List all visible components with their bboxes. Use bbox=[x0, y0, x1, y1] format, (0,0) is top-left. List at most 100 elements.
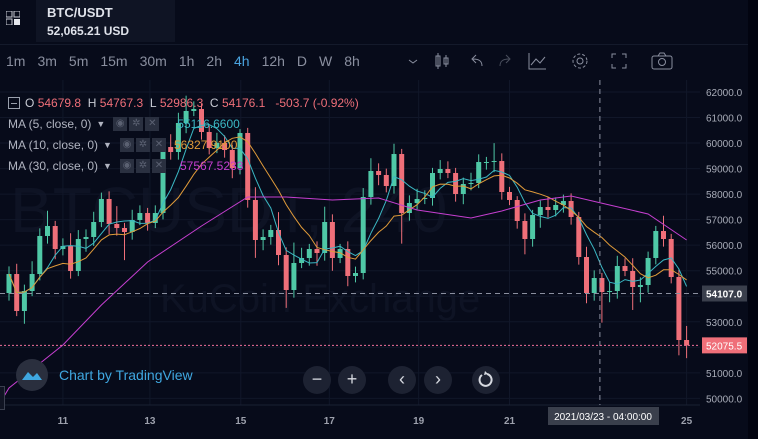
timeframe-D[interactable]: D bbox=[296, 53, 308, 69]
timeframe-3m[interactable]: 3m bbox=[37, 53, 57, 69]
ma-legend-row: MA (10, close, 0) ▼ ◉ ✲ ✕ 56327.9100 bbox=[8, 134, 359, 155]
eye-icon[interactable]: ◉ bbox=[119, 137, 134, 152]
ma-legend-row: MA (30, close, 0) ▼ ◉ ✲ ✕ 57567.5233 bbox=[8, 155, 359, 176]
zoom-out-button[interactable]: − bbox=[303, 366, 331, 394]
timeframe-12h[interactable]: 12h bbox=[261, 53, 285, 69]
collapse-legend-icon[interactable] bbox=[8, 96, 20, 109]
candle-body bbox=[653, 231, 659, 258]
candle-body bbox=[645, 257, 651, 286]
candle-body bbox=[453, 173, 459, 194]
ma-label[interactable]: MA (10, close, 0) bbox=[8, 137, 99, 152]
eye-icon[interactable]: ◉ bbox=[113, 116, 128, 131]
scroll-right-button[interactable]: › bbox=[424, 366, 452, 394]
last-price-box bbox=[702, 337, 747, 354]
candle-body bbox=[206, 132, 212, 149]
change-value: -503.7 (-0.92%) bbox=[275, 95, 359, 110]
scroll-handle[interactable] bbox=[0, 386, 5, 410]
timeframe-5m[interactable]: 5m bbox=[68, 53, 89, 69]
crosshair-time-box bbox=[548, 407, 659, 425]
candle-body bbox=[376, 170, 382, 175]
chevron-down-icon[interactable]: ▼ bbox=[96, 118, 106, 129]
candle-body bbox=[576, 216, 582, 258]
candle-body bbox=[414, 198, 420, 204]
reset-chart-button[interactable] bbox=[472, 366, 500, 394]
candle-body bbox=[684, 339, 690, 346]
price-axis-label: 50000.0 bbox=[706, 394, 743, 405]
ma30-line bbox=[0, 195, 687, 402]
timeframe-2h[interactable]: 2h bbox=[206, 53, 222, 69]
candle-body bbox=[191, 109, 197, 111]
settings-icon[interactable] bbox=[569, 50, 591, 72]
ma10-line bbox=[8, 136, 687, 294]
watermark-exchange: KuCoin Exchange bbox=[160, 277, 480, 321]
chevron-down-icon[interactable] bbox=[402, 50, 424, 72]
undo-icon[interactable] bbox=[467, 50, 489, 72]
time-axis-label: 17 bbox=[324, 416, 336, 427]
candle-body bbox=[68, 245, 74, 271]
indicators-icon[interactable] bbox=[526, 50, 548, 72]
close-icon[interactable]: ✕ bbox=[151, 137, 166, 152]
ma-value: 56327.9100 bbox=[173, 137, 238, 152]
candle-body bbox=[637, 285, 643, 287]
gear-icon[interactable]: ✲ bbox=[135, 137, 150, 152]
candle-body bbox=[299, 257, 305, 263]
price-axis-label: 60000.0 bbox=[706, 139, 743, 150]
ma-value: 57567.5233 bbox=[179, 158, 244, 173]
candle-body bbox=[345, 249, 351, 276]
timeframe-30m[interactable]: 30m bbox=[139, 53, 167, 69]
candle-body bbox=[245, 133, 251, 200]
chevron-down-icon[interactable]: ▼ bbox=[103, 139, 112, 150]
zoom-in-button[interactable]: + bbox=[338, 366, 366, 394]
timeframe-15m[interactable]: 15m bbox=[100, 53, 128, 69]
eye-icon[interactable]: ◉ bbox=[119, 158, 134, 173]
price-axis-label: 56000.0 bbox=[706, 241, 743, 252]
timeframe-8h[interactable]: 8h bbox=[344, 53, 360, 69]
timeframe-4h[interactable]: 4h bbox=[233, 53, 250, 69]
candle-body bbox=[614, 266, 620, 292]
candle-body bbox=[491, 161, 497, 163]
chevron-down-icon[interactable]: ▼ bbox=[103, 160, 112, 171]
low-value: 52986.3 bbox=[159, 95, 204, 110]
close-value: 54176.1 bbox=[221, 95, 266, 110]
close-icon[interactable]: ✕ bbox=[145, 116, 160, 131]
candle-body bbox=[260, 237, 266, 240]
ma-label[interactable]: MA (30, close, 0) bbox=[8, 158, 99, 173]
candle-body bbox=[483, 162, 489, 164]
time-axis-label: 11 bbox=[58, 416, 69, 427]
ma-value: 55116.6600 bbox=[177, 116, 240, 131]
timeframe-W[interactable]: W bbox=[319, 53, 333, 69]
timeframe-1m[interactable]: 1m bbox=[6, 53, 26, 69]
scroll-left-button[interactable]: ‹ bbox=[388, 366, 416, 394]
candle-body bbox=[430, 173, 435, 199]
gear-icon[interactable]: ✲ bbox=[135, 158, 150, 173]
last-price-label: 52075.5 bbox=[706, 341, 743, 352]
candle-body bbox=[422, 198, 428, 200]
candle-body bbox=[460, 184, 466, 194]
gear-icon[interactable]: ✲ bbox=[129, 116, 144, 131]
redo-icon[interactable] bbox=[494, 50, 516, 72]
camera-icon[interactable] bbox=[650, 50, 673, 72]
price-axis-label: 51000.0 bbox=[706, 369, 743, 380]
fullscreen-icon[interactable] bbox=[608, 50, 630, 72]
candle-body bbox=[560, 201, 566, 205]
candle-body bbox=[553, 204, 559, 210]
price-axis-label: 62000.0 bbox=[706, 88, 743, 99]
tradingview-attribution-link[interactable]: Chart by TradingView bbox=[59, 367, 193, 383]
candle-body bbox=[314, 249, 320, 253]
timeframe-1h[interactable]: 1h bbox=[178, 53, 195, 69]
candle-body bbox=[6, 274, 12, 293]
close-icon[interactable]: ✕ bbox=[151, 158, 166, 173]
candle-body bbox=[129, 220, 135, 233]
ma5-line bbox=[8, 124, 688, 294]
candle-body bbox=[214, 143, 220, 149]
ma-legend-row: MA (5, close, 0) ▼ ◉ ✲ ✕ 55116.6600 bbox=[8, 113, 359, 134]
candle-body bbox=[622, 266, 628, 271]
symbol-info[interactable]: BTC/USDT 52,065.21 USD bbox=[36, 0, 175, 42]
ma-label[interactable]: MA (5, close, 0) bbox=[8, 116, 92, 131]
tradingview-logo[interactable] bbox=[16, 359, 48, 391]
candle-body bbox=[399, 154, 405, 214]
candles-icon[interactable] bbox=[432, 50, 454, 72]
candle-body bbox=[114, 223, 120, 228]
candle-body bbox=[237, 133, 243, 169]
